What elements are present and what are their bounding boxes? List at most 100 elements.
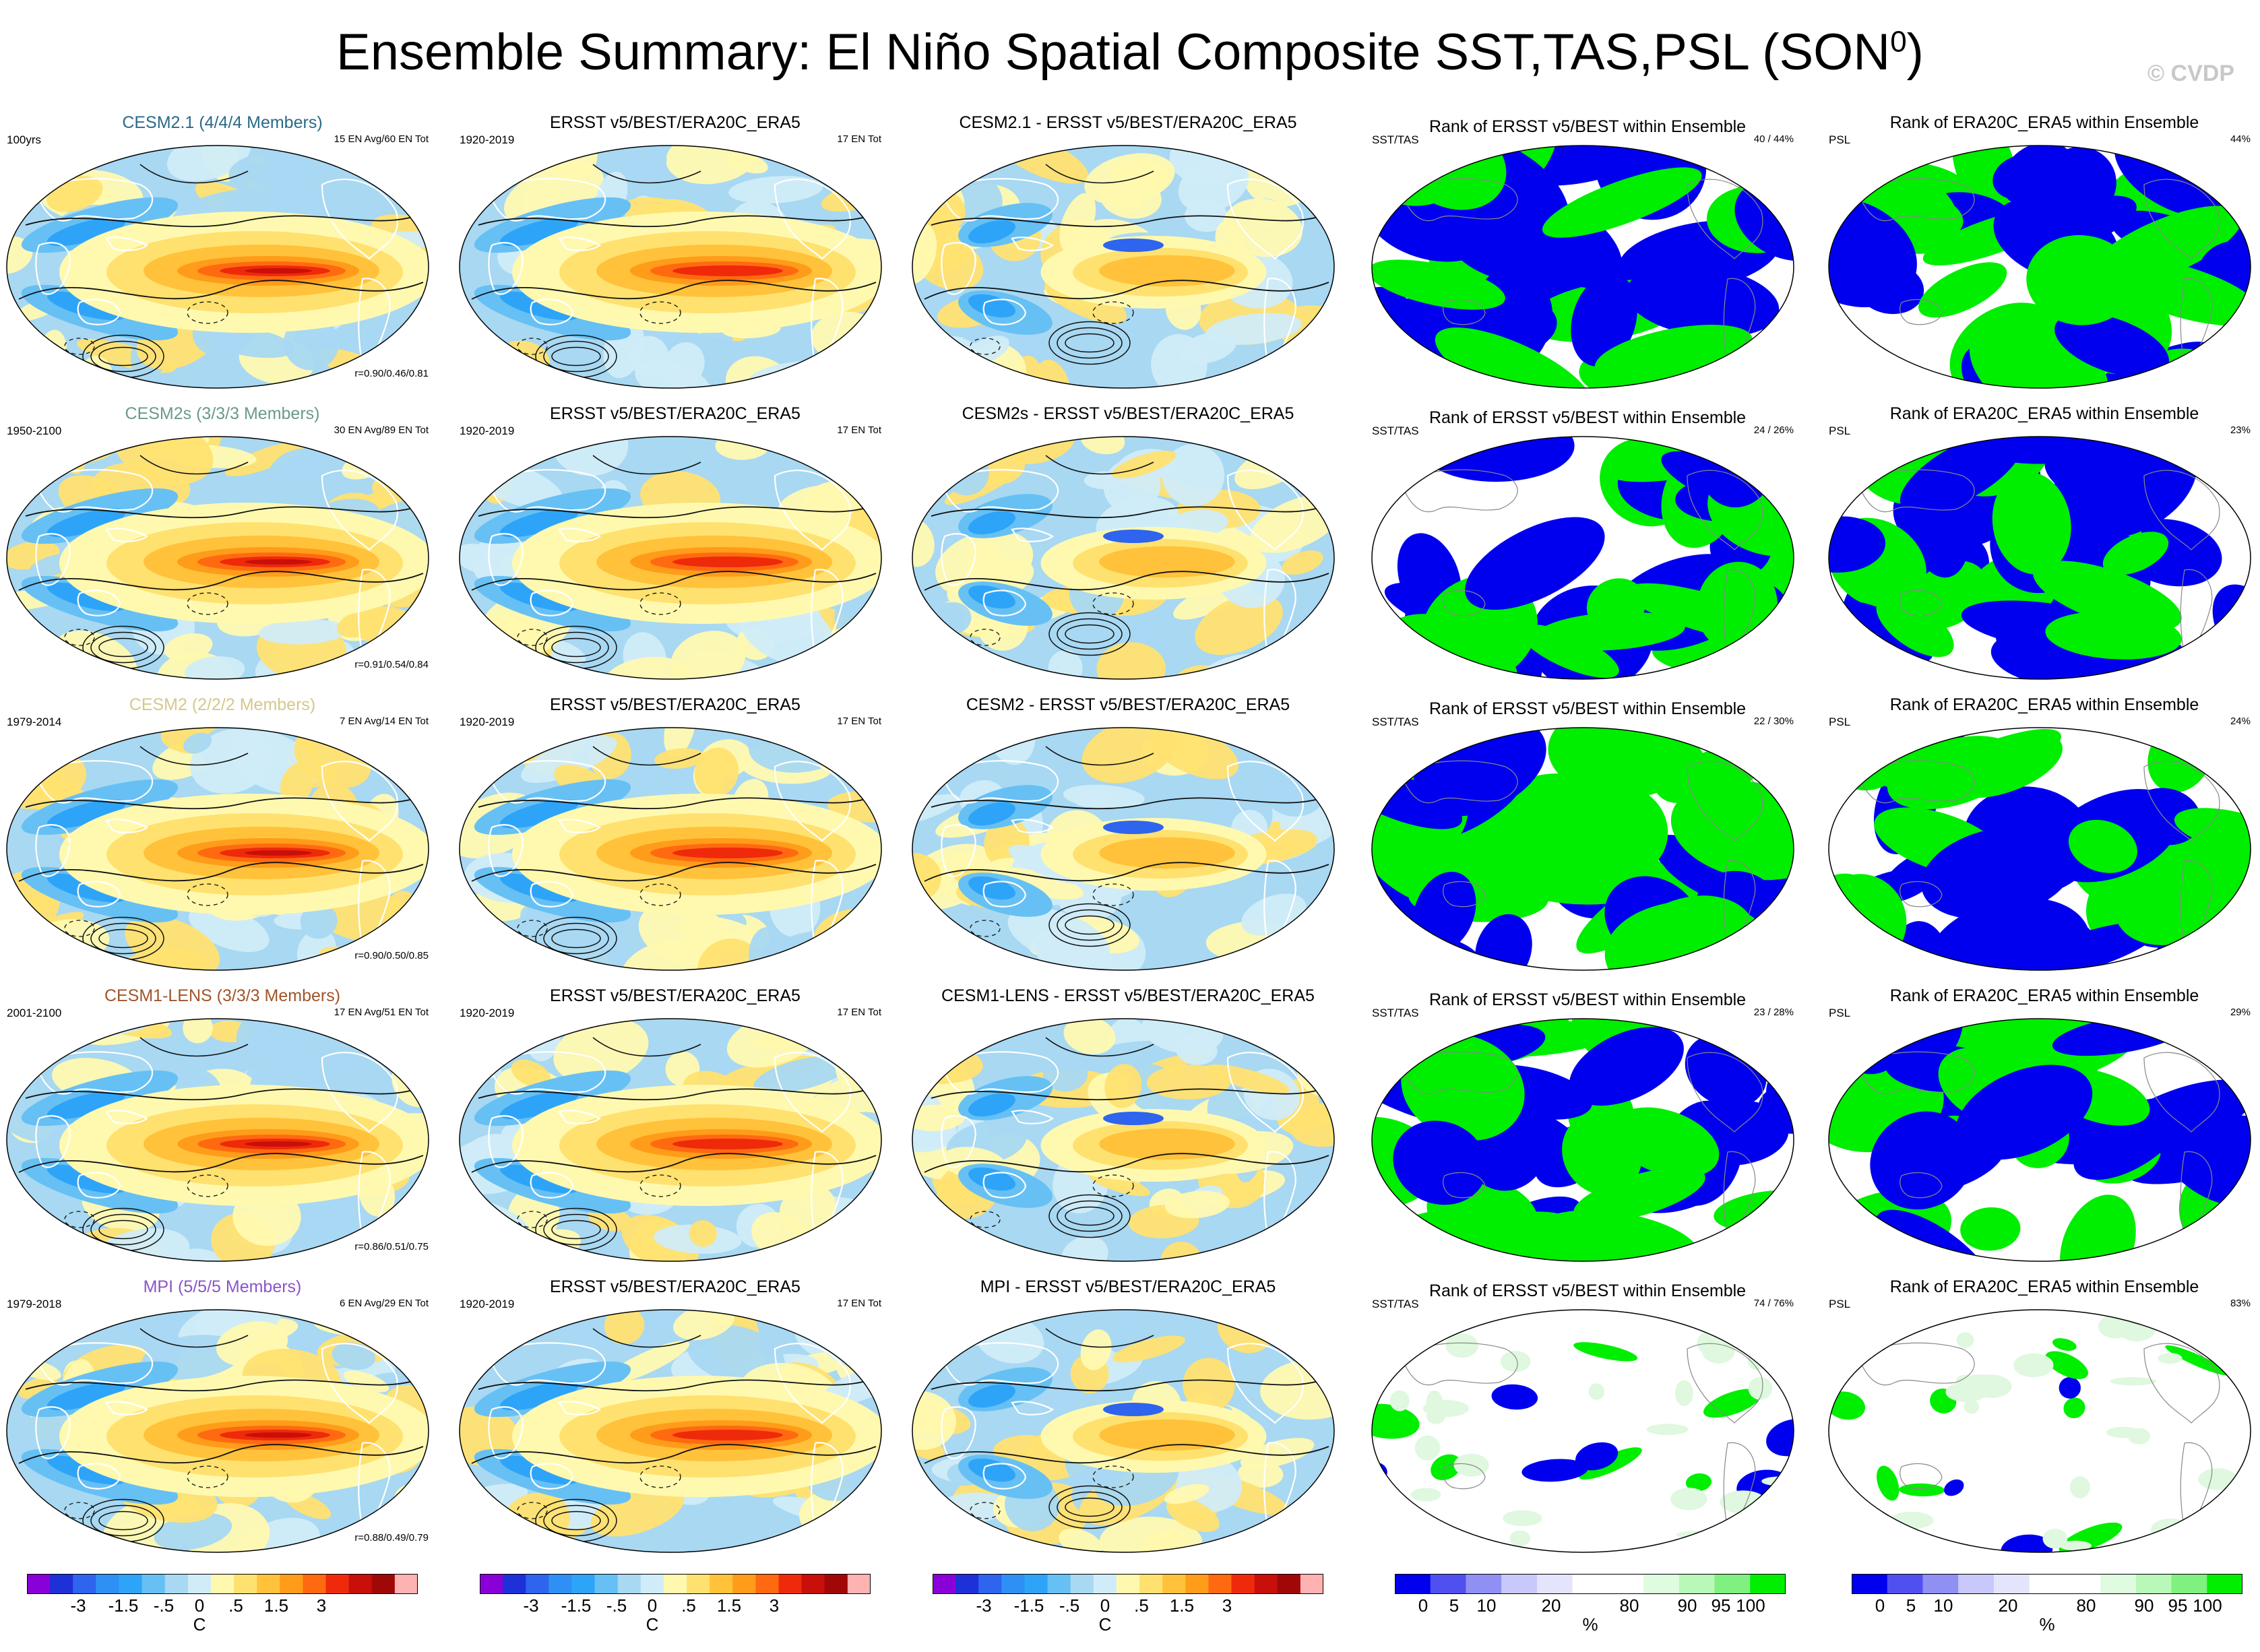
colorbar-swatch xyxy=(1024,1574,1048,1594)
difference-title: CESM2s - ERSST v5/BEST/ERA20C_ERA5 xyxy=(906,404,1350,424)
colorbar-swatch xyxy=(1572,1574,1608,1594)
colorbar-swatch xyxy=(548,1574,572,1594)
colorbar-swatch xyxy=(503,1574,526,1594)
map-panel-r2-c5: Rank of ERA20C_ERA5 within Ensemble PSL 23… xyxy=(1822,404,2260,701)
map-panel-r1-c2: ERSST v5/BEST/ERA20C_ERA5 1920-2019 17 EN … xyxy=(453,113,898,410)
difference-suffix: - ERSST v5/BEST/ERA20C_ERA5 xyxy=(1031,113,1297,132)
map-diff xyxy=(912,727,1335,971)
colorbar-tick: -1.5 xyxy=(108,1595,139,1616)
rank-psl-label: PSL xyxy=(1829,424,1851,437)
pattern-correlation: r=0.88/0.49/0.79 xyxy=(354,1532,429,1544)
map-diff xyxy=(912,1018,1335,1262)
en-count: 30 EN Avg/89 EN Tot xyxy=(334,424,429,436)
obs-en-count: 17 EN Tot xyxy=(837,1298,881,1309)
colorbar-swatch xyxy=(1001,1574,1025,1594)
colorbar-swatch xyxy=(1139,1574,1163,1594)
colorbar-tick: 20 xyxy=(1541,1595,1561,1616)
map-rank-psl xyxy=(1828,1018,2251,1262)
colorbar-swatch xyxy=(1643,1574,1680,1594)
colorbar-swatch xyxy=(480,1574,503,1594)
colorbar-swatch xyxy=(1678,1574,1716,1594)
map-panel-r3-c3: CESM2 - ERSST v5/BEST/ERA20C_ERA5 xyxy=(906,695,1350,992)
rank-psl-value: 29% xyxy=(2230,1007,2251,1018)
colorbar-swatch xyxy=(27,1574,51,1594)
model-title: CESM1-LENS (3/3/3 Members) xyxy=(104,986,341,1005)
colorbar-tick: 90 xyxy=(2134,1595,2154,1616)
colorbar-swatch xyxy=(394,1574,418,1594)
model-title: CESM2.1 (4/4/4 Members) xyxy=(122,113,323,132)
colorbar-swatch xyxy=(280,1574,303,1594)
map-panel-r3-c2: ERSST v5/BEST/ERA20C_ERA5 1920-2019 17 EN … xyxy=(453,695,898,992)
colorbar-tick: -.5 xyxy=(1059,1595,1080,1616)
colorbar-swatch xyxy=(257,1574,280,1594)
colorbar-swatch xyxy=(1395,1574,1431,1594)
colorbar-unit: C xyxy=(1098,1614,1112,1634)
map-rank-psl xyxy=(1828,727,2251,971)
colorbar-tick: -1.5 xyxy=(561,1595,592,1616)
colorbar-swatch xyxy=(847,1574,871,1594)
colorbar-swatch xyxy=(210,1574,234,1594)
map-rank-psl xyxy=(1828,1309,2251,1553)
map-model xyxy=(6,436,429,680)
colorbar-tick: 90 xyxy=(1677,1595,1697,1616)
colorbar-tick: 3 xyxy=(769,1595,780,1616)
pattern-correlation: r=0.90/0.50/0.85 xyxy=(354,950,429,961)
map-panel-r3-c5: Rank of ERA20C_ERA5 within Ensemble PSL 24… xyxy=(1822,695,2260,992)
map-panel-r1-c5: Rank of ERA20C_ERA5 within Ensemble PSL 44… xyxy=(1822,113,2260,410)
colorbar-unit: % xyxy=(1582,1614,1598,1634)
rank-sst-label: SST/TAS xyxy=(1372,1298,1419,1310)
map-rank-psl xyxy=(1828,145,2251,389)
colorbar-swatch xyxy=(933,1574,956,1594)
rank-psl-title: Rank of ERA20C_ERA5 within Ensemble xyxy=(1889,404,2199,423)
rank-psl-title: Rank of ERA20C_ERA5 within Ensemble xyxy=(1889,695,2199,714)
colorbar-swatch xyxy=(2029,1574,2065,1594)
colorbar-tick: 3 xyxy=(316,1595,327,1616)
map-model xyxy=(6,145,429,389)
colorbar-swatch xyxy=(96,1574,119,1594)
colorbar-tick: 0 xyxy=(1875,1595,1885,1616)
colorbar-swatch xyxy=(371,1574,396,1594)
title-close: ) xyxy=(1906,24,1924,81)
map-rank-psl xyxy=(1828,436,2251,680)
obs-period: 1920-2019 xyxy=(460,716,515,728)
colorbar-tick: 100 xyxy=(1736,1595,1765,1616)
colorbar-swatch xyxy=(1162,1574,1186,1594)
colorbar-swatch xyxy=(687,1574,710,1594)
rank-sst-title: Rank of ERSST v5/BEST within Ensemble xyxy=(1429,699,1747,718)
map-obs xyxy=(459,436,882,680)
obs-en-count: 17 EN Tot xyxy=(837,716,881,727)
colorbar-swatch xyxy=(142,1574,166,1594)
colorbar-swatch xyxy=(824,1574,848,1594)
pattern-correlation: r=0.90/0.46/0.81 xyxy=(354,368,429,379)
rank-psl-title: Rank of ERA20C_ERA5 within Ensemble xyxy=(1889,986,2199,1005)
en-count: 17 EN Avg/51 EN Tot xyxy=(334,1007,429,1018)
rank-psl-title: Rank of ERA20C_ERA5 within Ensemble xyxy=(1889,113,2199,132)
obs-title: ERSST v5/BEST/ERA20C_ERA5 xyxy=(550,1277,801,1296)
colorbar-tick: .5 xyxy=(681,1595,696,1616)
rank-sst-title: Rank of ERSST v5/BEST within Ensemble xyxy=(1429,117,1747,136)
difference-title: CESM2.1 - ERSST v5/BEST/ERA20C_ERA5 xyxy=(906,113,1350,133)
map-panel-r5-c1: MPI (5/5/5 Members) 1979-2018 6 EN Avg/29 … xyxy=(0,1277,445,1574)
rank-sst-value: 40 / 44% xyxy=(1753,133,1794,145)
colorbar-swatch xyxy=(348,1574,373,1594)
colorbar-swatch xyxy=(955,1574,979,1594)
model-title: MPI (5/5/5 Members) xyxy=(143,1277,302,1296)
difference-title: MPI - ERSST v5/BEST/ERA20C_ERA5 xyxy=(906,1277,1350,1297)
colorbar-swatch xyxy=(1185,1574,1209,1594)
colorbar-swatch xyxy=(1852,1574,1888,1594)
model-title: CESM2 (2/2/2 Members) xyxy=(129,695,316,714)
colorbar-swatch xyxy=(1254,1574,1278,1594)
colorbar-swatch xyxy=(1958,1574,1995,1594)
colorbar-tick: 0 xyxy=(194,1595,205,1616)
colorbar-swatch xyxy=(119,1574,143,1594)
colorbar-tick: 1.5 xyxy=(1169,1595,1195,1616)
rank-sst-title: Rank of ERSST v5/BEST within Ensemble xyxy=(1429,408,1747,427)
colorbar-tick: 95 xyxy=(2168,1595,2188,1616)
colorbar-swatch xyxy=(1501,1574,1538,1594)
rank-psl-title: Rank of ERA20C_ERA5 within Ensemble xyxy=(1889,1277,2199,1296)
obs-period: 1920-2019 xyxy=(460,424,515,437)
rank-psl-label: PSL xyxy=(1829,716,1851,728)
title-superscript: 0 xyxy=(1890,25,1907,59)
map-panel-r2-c3: CESM2s - ERSST v5/BEST/ERA20C_ERA5 xyxy=(906,404,1350,701)
